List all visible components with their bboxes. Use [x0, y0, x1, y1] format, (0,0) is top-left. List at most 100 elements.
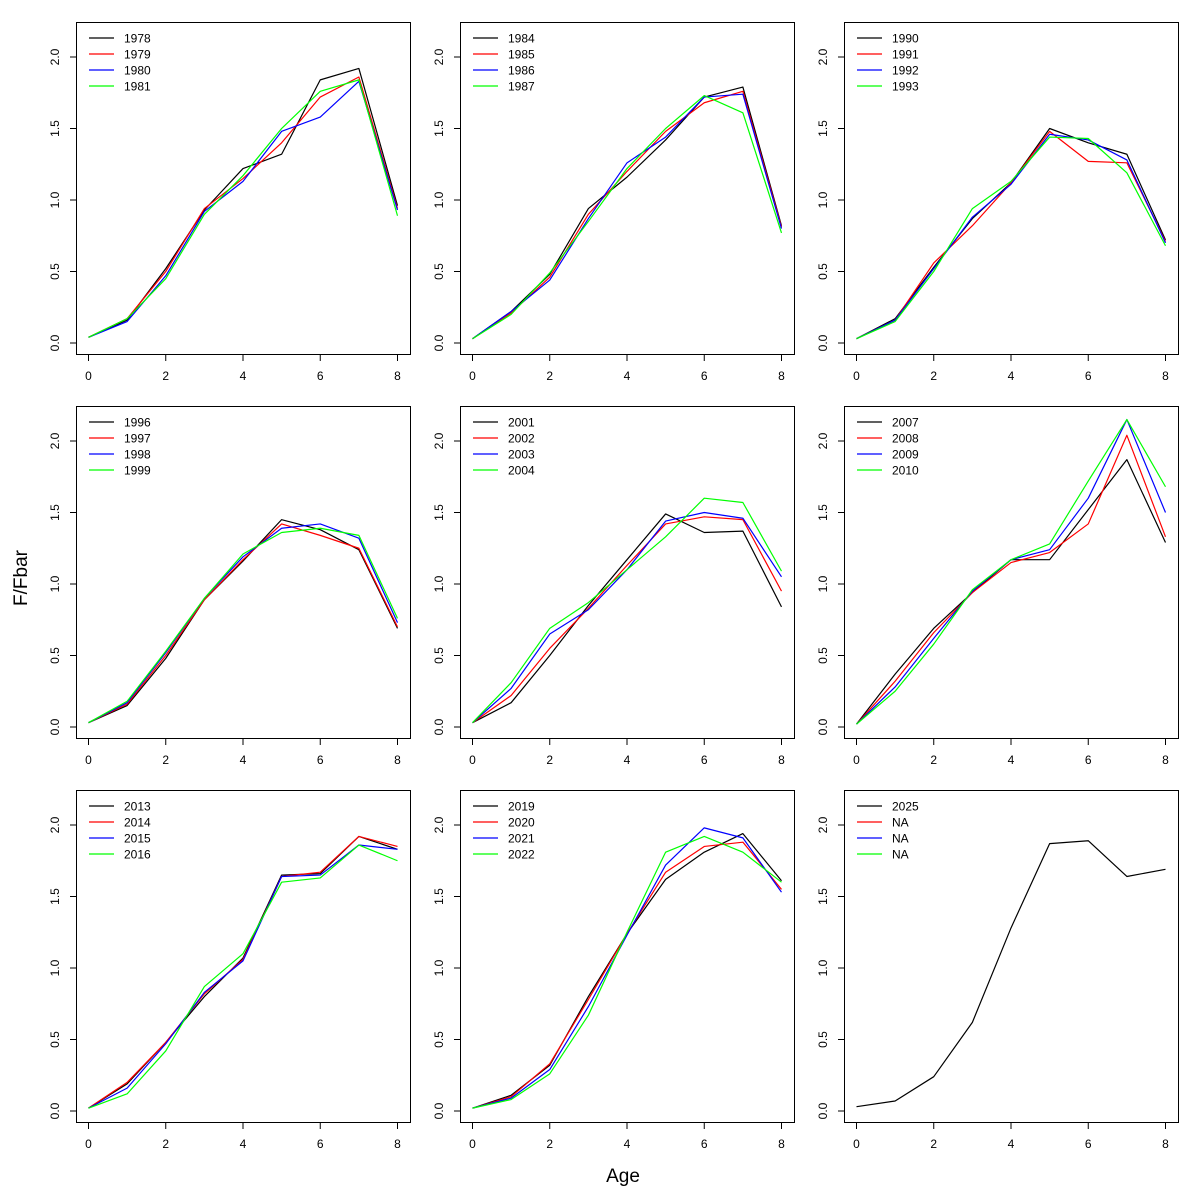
panel-4: 0 2 4 6 8 0.0 0.5 1.0 1.5 2.0 1996 1997 1998 1999 [48, 406, 411, 767]
series-line-1993 [856, 136, 1167, 340]
series-line-2010 [856, 418, 1167, 725]
x-tick-label: 2 [930, 753, 937, 767]
x-tick-label: 2 [162, 369, 169, 383]
y-tick-label: 2.0 [432, 816, 446, 833]
y-axis: 0.0 0.5 1.0 1.5 2.0 [432, 816, 461, 1119]
x-tick-label: 0 [853, 753, 860, 767]
panels-group: 0 2 4 6 8 0.0 0.5 1.0 1.5 2.0 1978 1979 1980 1981 0 2 4 6… [48, 22, 1179, 1151]
y-tick-label: 0.0 [816, 718, 830, 735]
y-tick-label: 1.0 [816, 575, 830, 592]
y-axis: 0.0 0.5 1.0 1.5 2.0 [816, 432, 845, 735]
y-tick-label: 0.5 [432, 647, 446, 664]
y-tick-label: 0.5 [432, 263, 446, 280]
panel-6: 0 2 4 6 8 0.0 0.5 1.0 1.5 2.0 2007 2008 2009 2010 [816, 406, 1179, 767]
x-tick-label: 6 [701, 753, 708, 767]
legend-label: 2003 [508, 448, 535, 462]
series-line-1985 [472, 90, 783, 340]
x-axis: 0 2 4 6 8 [853, 738, 1169, 767]
series-lines [472, 827, 782, 1109]
y-axis: 0.0 0.5 1.0 1.5 2.0 [816, 816, 845, 1119]
x-tick-label: 8 [778, 369, 785, 383]
series-line-1996 [88, 519, 399, 724]
legend: 1984 1985 1986 1987 [473, 32, 535, 94]
series-line-2002 [472, 516, 783, 724]
legend-label: 1999 [124, 464, 151, 478]
legend: 1996 1997 1998 1999 [89, 416, 151, 478]
legend-label: 2021 [508, 832, 535, 846]
legend-label: 1987 [508, 80, 535, 94]
x-tick-label: 2 [162, 1137, 169, 1151]
x-tick-label: 8 [778, 753, 785, 767]
y-tick-label: 2.0 [48, 48, 62, 65]
panel-7: 0 2 4 6 8 0.0 0.5 1.0 1.5 2.0 2013 2014 2015 2016 [48, 790, 411, 1151]
series-line-1997 [88, 523, 399, 724]
x-tick-label: 0 [853, 1137, 860, 1151]
series-line-2008 [856, 434, 1167, 725]
panel-8: 0 2 4 6 8 0.0 0.5 1.0 1.5 2.0 2019 2020 2021 2022 [432, 790, 795, 1151]
x-tick-label: 8 [394, 753, 401, 767]
series-line-2003 [472, 511, 783, 724]
x-tick-label: 8 [1162, 369, 1169, 383]
x-tick-label: 0 [85, 1137, 92, 1151]
panel-5: 0 2 4 6 8 0.0 0.5 1.0 1.5 2.0 2001 2002 2003 2004 [432, 406, 795, 767]
series-line-1987 [472, 95, 783, 340]
x-tick-label: 8 [394, 369, 401, 383]
series-line-2004 [472, 497, 783, 724]
series-line-2013 [88, 835, 398, 1109]
series-line-2016 [88, 844, 398, 1109]
legend-label: 2014 [124, 816, 151, 830]
x-tick-label: 6 [1085, 369, 1092, 383]
legend-label: NA [892, 832, 909, 846]
x-axis-title: Age [606, 1166, 640, 1187]
y-tick-label: 1.0 [48, 191, 62, 208]
legend: 1978 1979 1980 1981 [89, 32, 151, 94]
x-tick-label: 8 [1162, 753, 1169, 767]
legend-label: NA [892, 848, 909, 862]
series-lines [472, 497, 783, 724]
x-tick-label: 2 [930, 369, 937, 383]
panel-2: 0 2 4 6 8 0.0 0.5 1.0 1.5 2.0 1984 1985 1986 1987 [432, 22, 795, 383]
y-tick-label: 2.0 [432, 432, 446, 449]
x-tick-label: 0 [469, 1137, 476, 1151]
legend: 2007 2008 2009 2010 [857, 416, 919, 478]
series-line-2021 [472, 827, 782, 1109]
legend-label: 2007 [892, 416, 919, 430]
y-tick-label: 0.5 [432, 1031, 446, 1048]
y-tick-label: 1.5 [432, 120, 446, 137]
series-line-2014 [88, 835, 398, 1109]
x-tick-label: 4 [1008, 369, 1015, 383]
x-tick-label: 4 [624, 1137, 631, 1151]
series-line-1986 [472, 93, 783, 340]
legend-label: 1986 [508, 64, 535, 78]
y-tick-label: 0.0 [432, 718, 446, 735]
y-tick-label: 0.0 [816, 334, 830, 351]
y-tick-label: 2.0 [48, 432, 62, 449]
y-tick-label: 1.5 [816, 120, 830, 137]
series-line-1979 [88, 76, 399, 338]
y-tick-label: 0.5 [48, 647, 62, 664]
x-tick-label: 4 [240, 369, 247, 383]
legend-label: 1991 [892, 48, 919, 62]
legend: 2013 2014 2015 2016 [89, 800, 151, 862]
x-axis: 0 2 4 6 8 [85, 1122, 401, 1151]
y-tick-label: 1.5 [48, 504, 62, 521]
y-axis: 0.0 0.5 1.0 1.5 2.0 [432, 48, 461, 351]
legend-label: 2016 [124, 848, 151, 862]
panel-1: 0 2 4 6 8 0.0 0.5 1.0 1.5 2.0 1978 1979 1980 1981 [48, 22, 411, 383]
legend-label: 1992 [892, 64, 919, 78]
x-axis: 0 2 4 6 8 [85, 354, 401, 383]
y-tick-label: 0.5 [816, 647, 830, 664]
x-tick-label: 4 [624, 369, 631, 383]
series-line-1990 [856, 127, 1167, 340]
legend-label: 2015 [124, 832, 151, 846]
legend: 2001 2002 2003 2004 [473, 416, 535, 478]
legend-label: 2020 [508, 816, 535, 830]
legend-label: 2013 [124, 800, 151, 814]
x-tick-label: 0 [85, 753, 92, 767]
series-line-2007 [856, 458, 1167, 725]
series-line-2020 [472, 841, 782, 1109]
x-axis: 0 2 4 6 8 [853, 1122, 1169, 1151]
y-tick-label: 2.0 [816, 816, 830, 833]
x-tick-label: 2 [162, 753, 169, 767]
series-line-2015 [88, 844, 398, 1109]
